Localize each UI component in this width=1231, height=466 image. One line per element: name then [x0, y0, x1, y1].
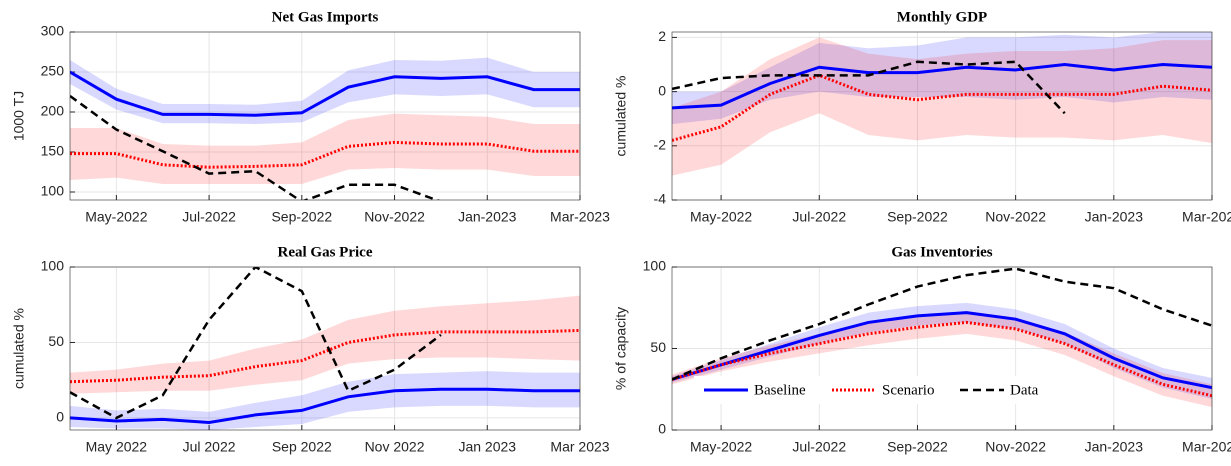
plot-content	[672, 32, 1212, 176]
axes-box	[69, 266, 581, 431]
axes-box	[69, 31, 581, 201]
axes-box	[671, 31, 1213, 201]
plot-content	[70, 57, 580, 200]
series-line	[672, 311, 1212, 390]
series-line	[672, 320, 1212, 398]
y-tick-label: 0	[658, 421, 666, 437]
x-tick-label: Nov-2022	[985, 439, 1046, 455]
series-line	[672, 63, 1212, 110]
series-line	[70, 70, 580, 117]
axes-box	[671, 266, 1213, 431]
y-tick-label: -2	[654, 137, 667, 153]
confidence-band	[70, 371, 580, 430]
confidence-band	[70, 57, 580, 124]
x-tick-label: May-2022	[85, 209, 147, 225]
plot-content	[70, 267, 580, 430]
y-tick-label: 0	[56, 409, 64, 425]
y-axis-label: cumulated %	[11, 308, 27, 389]
x-tick-label: Sep-2022	[271, 209, 332, 225]
y-tick-label: -4	[654, 191, 667, 207]
x-tick-label: May 2022	[86, 439, 148, 455]
y-tick-label: 100	[41, 258, 65, 274]
y-tick-label: 100	[643, 258, 667, 274]
confidence-band	[70, 295, 580, 394]
series-line	[70, 328, 580, 384]
y-tick-label: 100	[41, 183, 65, 199]
x-tick-label: May-2022	[690, 439, 752, 455]
x-tick-label: May-2022	[690, 209, 752, 225]
y-tick-label: 300	[41, 23, 65, 39]
x-tick-label: Nov 2022	[365, 439, 425, 455]
legend-label: Baseline	[754, 382, 806, 398]
x-tick-label: Jul-2022	[792, 439, 846, 455]
series-line	[70, 267, 442, 420]
x-tick-label: Jan-2023	[1085, 209, 1144, 225]
panel: 100 150 200 250 300 May-2022 Jul-2022 Sep-2022 N…	[11, 9, 610, 224]
x-tick-label: Jul-2022	[182, 209, 236, 225]
y-tick-label: 2	[658, 28, 666, 44]
x-tick-label: Jan-2023	[458, 209, 517, 225]
series-line	[672, 73, 1212, 142]
legend-label: Scenario	[882, 382, 934, 398]
x-tick-label: Jul-2022	[792, 209, 846, 225]
x-tick-label: Jul 2022	[183, 439, 236, 455]
plot-area	[70, 32, 580, 200]
y-tick-label: 50	[650, 339, 666, 355]
x-tick-label: Jan-2023	[1085, 439, 1144, 455]
confidence-band	[672, 32, 1212, 125]
plot-content	[672, 267, 1212, 408]
series-line	[672, 60, 1066, 115]
x-tick-label: Mar-2023	[1182, 439, 1231, 455]
chart-title: Gas Inventories	[891, 244, 992, 260]
x-tick-label: Sep-2022	[887, 439, 948, 455]
x-tick-label: Mar-2023	[1182, 209, 1231, 225]
chart-title: Monthly GDP	[897, 9, 987, 25]
x-tick-label: Mar-2023	[550, 209, 610, 225]
panel: 0 50 100 May-2022 Jul-2022 Sep-2022 Nov-2022 Ja…	[613, 244, 1231, 454]
confidence-band	[672, 311, 1212, 408]
series-line	[70, 387, 580, 424]
series-line	[70, 94, 441, 200]
y-axis-label: % of capacity	[613, 307, 629, 390]
legend-label: Data	[1010, 382, 1039, 398]
y-tick-label: 50	[48, 333, 64, 349]
x-tick-label: Sep 2022	[272, 439, 332, 455]
y-axis-label: cumulated %	[613, 76, 629, 157]
y-tick-label: 250	[41, 63, 65, 79]
x-tick-label: Jan 2023	[458, 439, 516, 455]
x-tick-label: Mar 2023	[550, 439, 609, 455]
legend-box	[694, 376, 1078, 404]
chart-title: Net Gas Imports	[272, 9, 379, 25]
confidence-band	[672, 302, 1212, 400]
x-tick-label: Nov-2022	[364, 209, 425, 225]
plot-area	[672, 32, 1212, 200]
chart-title: Real Gas Price	[278, 244, 373, 260]
panel: -4 -2 0 2 May-2022 Jul-2022 Sep-2022 Nov-2022 Ja…	[613, 9, 1231, 224]
panel: 0 50 100 May 2022 Jul 2022 Sep 2022 Nov 2022 Ja…	[11, 244, 610, 454]
y-tick-label: 150	[41, 143, 65, 159]
y-tick-label: 0	[658, 82, 666, 98]
y-axis-label: 1000 TJ	[11, 91, 27, 141]
y-tick-label: 200	[41, 103, 65, 119]
x-tick-label: Nov-2022	[985, 209, 1046, 225]
x-tick-label: Sep-2022	[887, 209, 948, 225]
series-line	[672, 267, 1212, 381]
